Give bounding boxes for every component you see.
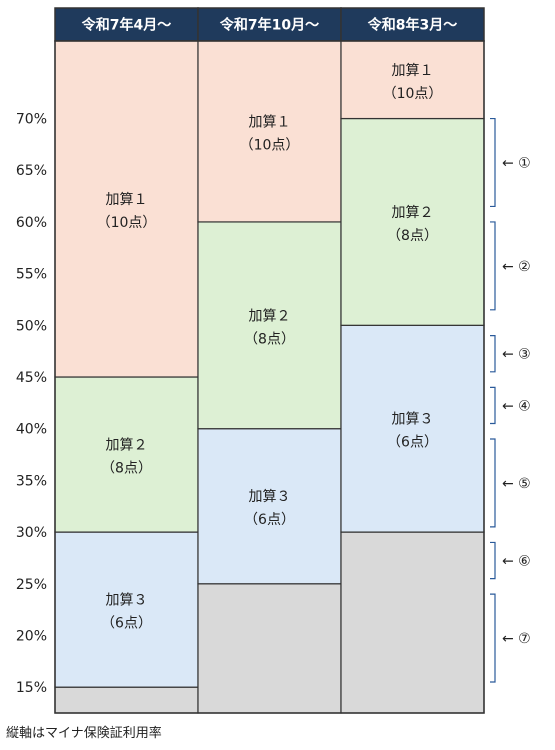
y-tick-label: 50% [16,318,47,334]
bar-segment [197,428,342,585]
y-tick-label: 65% [16,163,47,179]
segment-label: 加算１ [392,63,434,79]
bar-segment [54,531,199,688]
segment-points: （6点） [387,435,438,451]
bar-gray-base [197,583,342,714]
annotation-bracket [490,117,496,208]
segment-points: （6点） [101,616,152,632]
annotation-bracket [490,335,496,373]
column-header: 令和7年10月～ [219,17,319,34]
annotation-bracket [490,438,496,528]
y-tick-label: 25% [16,577,47,593]
bar-segment [197,40,342,223]
segment-label: 加算３ [392,412,434,428]
segment-label: 加算２ [249,308,291,324]
annotation-bracket [490,386,496,425]
bar-segment [54,40,199,378]
plot-border [54,40,485,714]
bar-gray-base [54,686,199,714]
bars: 加算３ （6点） 加算２ （8点） 加算１ （10点） 加算３ （6点） 加算２ （8点） 加算１ （… [54,40,485,714]
bar-gray-base [340,531,485,714]
annotation-label: ← ④ [502,398,531,414]
column-header-bg [197,7,342,42]
annotation-bracket [490,221,496,311]
segment-label: 加算２ [106,438,148,454]
y-tick-label: 45% [16,370,47,386]
segment-points: （10点） [240,137,300,153]
y-tick-label: 30% [16,525,47,541]
segment-points: （8点） [387,228,438,244]
segment-points: （8点） [101,461,152,477]
segment-label: 加算１ [249,114,291,130]
column-header-bg [54,7,199,42]
y-tick-label: 55% [16,267,47,283]
annotation-bracket [490,541,496,580]
segment-label: 加算３ [106,593,148,609]
y-tick-label: 20% [16,628,47,644]
y-axis-ticks: 70% 65% 60% 55% 50% 45% 40% 35% 30% 25% 20% 15% [16,112,47,697]
annotation-bracket [490,593,496,683]
segment-points: （6点） [244,512,295,528]
bar-segment [340,40,485,120]
bar-segment [54,376,199,533]
annotation-label: ← ① [502,155,531,171]
segment-label: 加算２ [392,205,434,221]
bar-segment [340,117,485,326]
bar-segment [197,221,342,430]
annotation-label: ← ③ [502,347,531,363]
segment-points: （8点） [244,331,295,347]
segment-label: 加算３ [249,489,291,505]
y-tick-label: 40% [16,422,47,438]
y-tick-label: 60% [16,215,47,231]
annotations: ← ① ← ② ← ③ ← ④ ← ⑤ ← ⑥ ← ⑦ [490,117,531,683]
segment-points: （10点） [383,86,443,102]
column-header: 令和7年4月～ [81,17,171,34]
annotation-label: ← ⑥ [502,554,531,570]
annotation-label: ← ⑤ [502,476,531,492]
footnote: 縦軸はマイナ保険証利用率 [6,726,162,741]
segment-points: （10点） [97,215,157,231]
bar-segment [340,324,485,533]
y-tick-label: 35% [16,473,47,489]
segment-label: 加算１ [106,192,148,208]
y-tick-label: 15% [16,680,47,696]
column-header: 令和8年3月～ [367,17,457,34]
column-headers: 令和7年4月～ 令和7年10月～ 令和8年3月～ [54,7,485,42]
annotation-label: ← ② [502,259,531,275]
y-tick-label: 70% [16,112,47,128]
annotation-label: ← ⑦ [502,631,531,647]
